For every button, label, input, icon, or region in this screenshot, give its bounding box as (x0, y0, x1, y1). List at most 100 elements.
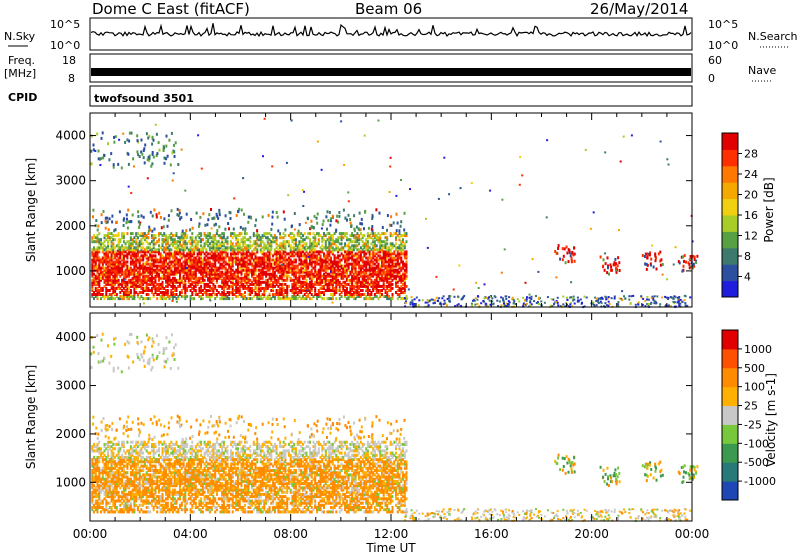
heatmap-cell (194, 280, 197, 284)
heatmap-cell (230, 264, 232, 268)
heatmap-cell (405, 260, 408, 264)
heatmap-cell (555, 276, 558, 279)
heatmap-cell (300, 258, 303, 262)
heatmap-cell (359, 246, 362, 250)
heatmap-cell (98, 264, 101, 268)
heatmap-cell (600, 296, 603, 299)
heatmap-cell (293, 260, 296, 264)
heatmap-cell (201, 248, 204, 252)
heatmap-cell (433, 302, 436, 304)
heatmap-cell (224, 248, 227, 252)
heatmap-cell (156, 282, 159, 286)
heatmap-cell (251, 262, 253, 266)
heatmap-cell (398, 289, 401, 292)
heatmap-cell (266, 246, 269, 250)
heatmap-cell (191, 272, 194, 276)
heatmap-cell (328, 272, 331, 276)
heatmap-cell (340, 236, 343, 240)
heatmap-cell (254, 286, 257, 290)
heatmap-cell (154, 236, 157, 240)
heatmap-cell (161, 291, 164, 294)
heatmap-cell (161, 242, 164, 246)
heatmap-cell (136, 284, 139, 288)
heatmap-cell (147, 282, 150, 286)
heatmap-cell (152, 234, 155, 238)
heatmap-cell (342, 264, 345, 268)
heatmap-cell (133, 291, 136, 294)
heatmap-cell (258, 268, 261, 272)
heatmap-cell (606, 271, 609, 275)
heatmap-cell (607, 300, 610, 303)
heatmap-cell (477, 295, 480, 298)
heatmap-cell (173, 250, 176, 254)
heatmap-cell (143, 278, 146, 282)
heatmap-cell (294, 266, 297, 270)
heatmap-cell (403, 232, 406, 236)
heatmap-cell (389, 289, 392, 292)
heatmap-cell (492, 303, 494, 306)
heatmap-cell (145, 266, 148, 270)
heatmap-cell (165, 260, 167, 264)
heatmap-cell (163, 276, 166, 280)
heatmap-cell (191, 258, 194, 262)
heatmap-cell (402, 240, 404, 244)
heatmap-cell (319, 280, 322, 284)
heatmap-cell (173, 155, 176, 158)
colorbar-swatch (722, 165, 738, 183)
heatmap-cell (254, 282, 257, 286)
heatmap-cell (497, 305, 500, 307)
heatmap-cell (96, 442, 99, 446)
heatmap-cell (217, 256, 220, 260)
heatmap-cell (616, 264, 619, 268)
heatmap-cell (163, 146, 166, 150)
heatmap-cell (112, 244, 115, 248)
heatmap-cell (242, 236, 245, 240)
heatmap-cell (370, 227, 373, 231)
heatmap-cell (128, 244, 131, 248)
heatmap-cell (166, 282, 169, 286)
heatmap-cell (280, 264, 283, 268)
heatmap-cell (173, 295, 176, 298)
heatmap-cell (238, 248, 241, 252)
heatmap-cell (135, 232, 138, 236)
heatmap-cell (193, 250, 196, 254)
heatmap-cell (370, 268, 373, 272)
heatmap-cell (163, 156, 166, 160)
heatmap-cell (275, 256, 278, 260)
heatmap-cell (94, 458, 97, 462)
heatmap-cell (149, 258, 152, 262)
heatmap-cell (254, 266, 257, 270)
heatmap-cell (270, 227, 273, 231)
heatmap-cell (93, 466, 95, 470)
heatmap-cell (146, 158, 149, 162)
heatmap-cell (372, 238, 375, 242)
heatmap-cell (198, 258, 201, 262)
heatmap-cell (219, 293, 222, 296)
heatmap-cell (142, 258, 145, 262)
heatmap-cell (411, 299, 414, 302)
heatmap-cell (298, 276, 301, 280)
heatmap-cell (585, 296, 588, 299)
heatmap-cell (187, 264, 190, 268)
heatmap-cell (489, 189, 492, 192)
heatmap-cell (121, 236, 124, 240)
heatmap-cell (331, 248, 334, 252)
heatmap-cell (115, 280, 118, 284)
heatmap-cell (352, 297, 355, 301)
heatmap-cell (386, 238, 389, 242)
heatmap-cell (110, 240, 113, 244)
heatmap-cell (186, 295, 189, 298)
heatmap-cell (182, 264, 185, 268)
heatmap-cell (199, 215, 202, 219)
heatmap-cell (358, 234, 361, 238)
heatmap-cell (386, 260, 389, 264)
heatmap-cell (365, 295, 368, 298)
heatmap-cell (98, 248, 101, 252)
heatmap-cell (175, 289, 178, 292)
heatmap-cell (323, 246, 325, 250)
heatmap-cell (207, 278, 210, 282)
heatmap-cell (272, 254, 275, 258)
heatmap-cell (221, 232, 224, 236)
heatmap-cell (245, 280, 248, 284)
heatmap-cell (270, 244, 273, 248)
